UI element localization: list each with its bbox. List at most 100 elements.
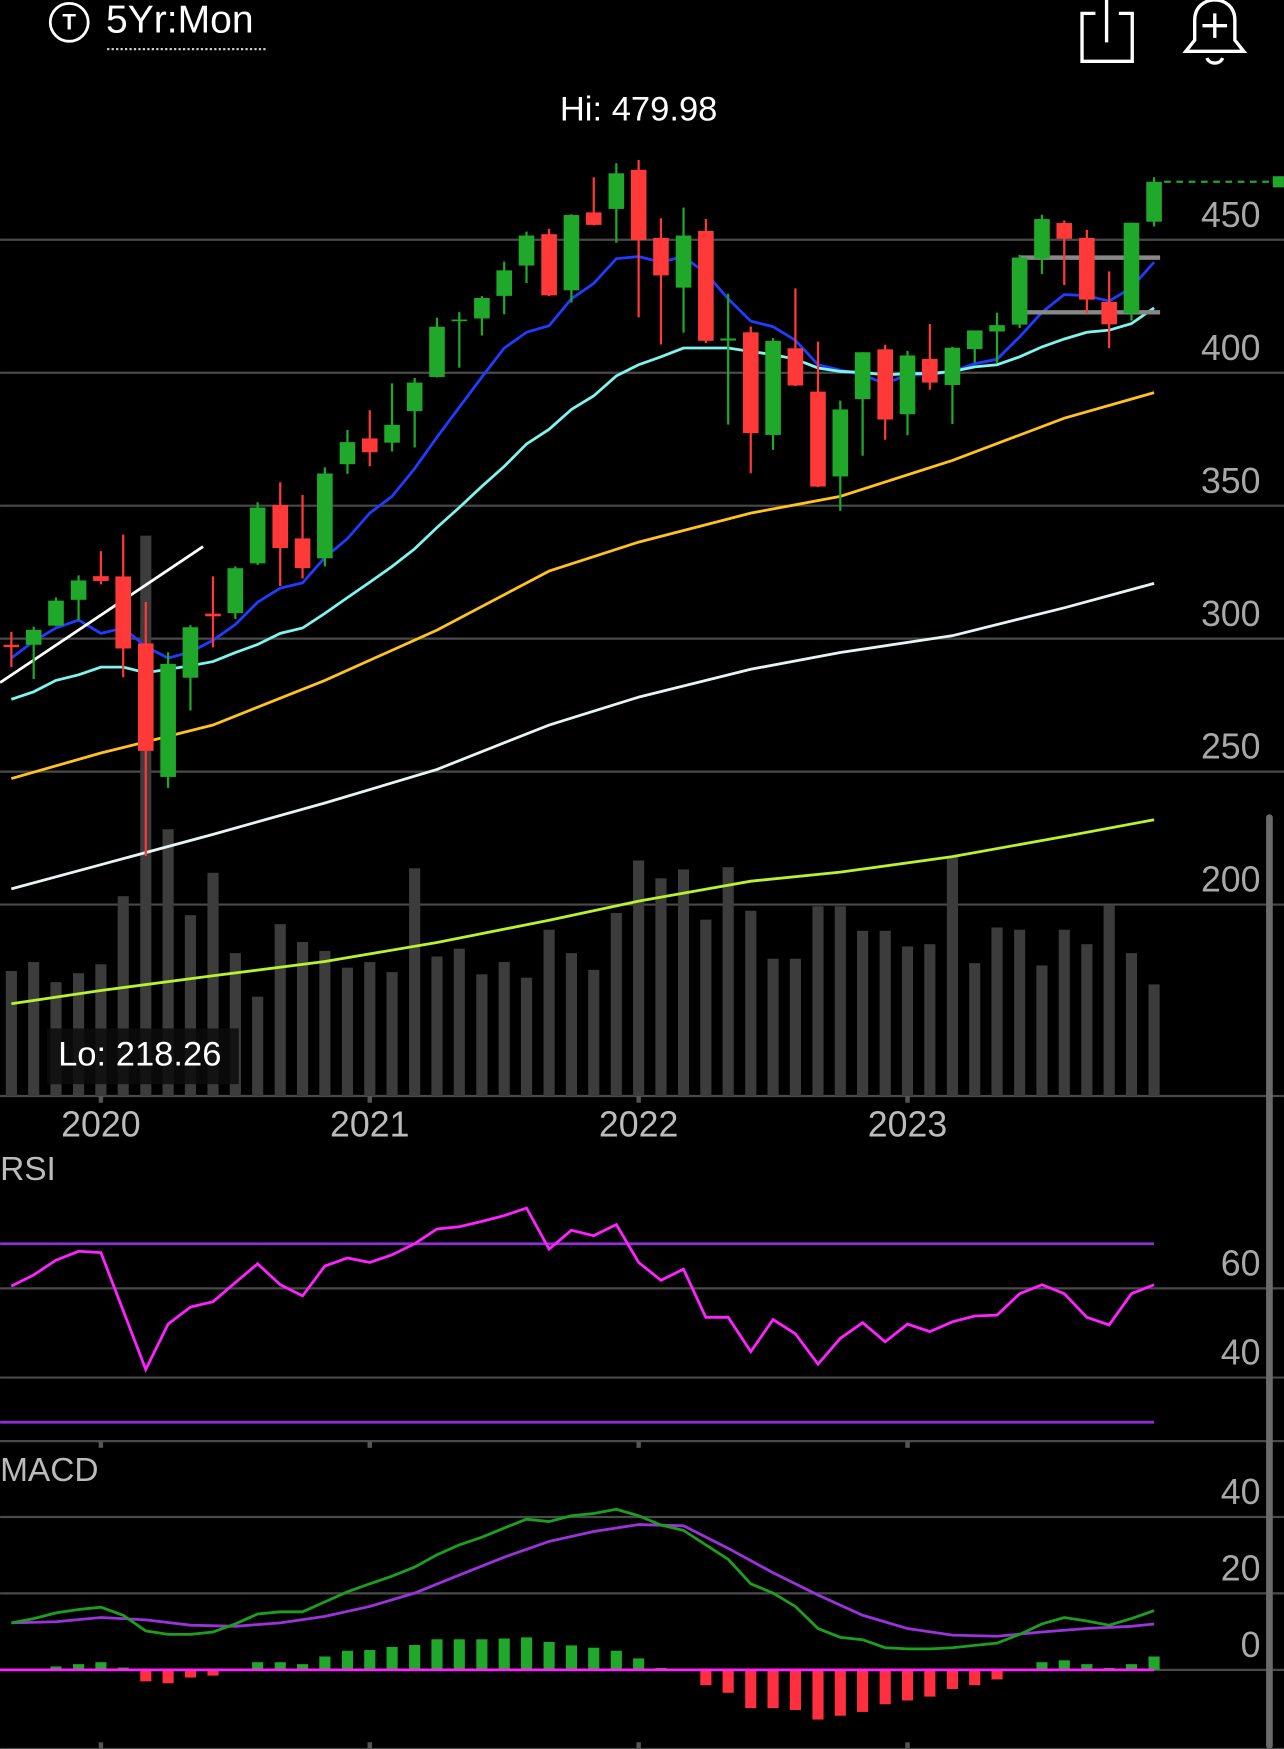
histogram-bar [543,1641,555,1670]
candle-body [272,504,289,548]
share-button[interactable] [1080,0,1134,64]
candle-body [1011,257,1028,325]
volume-bar [1125,953,1138,1097]
moving-average-line [10,391,1155,780]
histogram-bar [722,1669,734,1693]
scrollbar[interactable] [1266,814,1273,1749]
bell-plus [1202,13,1228,38]
volume-bar [812,906,824,1097]
volume-bar [991,927,1003,1097]
candle-body [653,237,669,276]
volume-bar [610,912,622,1097]
volume-bar [588,969,600,1097]
ticker-icon-letter: T [62,9,76,34]
header: T 5Yr:Mon [48,0,1248,65]
histogram-bar [184,1669,197,1678]
candle-body [70,580,87,600]
candle-body [899,355,916,415]
volume-bar [946,857,958,1097]
histogram-bar [364,1649,376,1670]
y-tick-label: 400 [1201,328,1261,368]
signal-line [11,1523,1155,1638]
histogram-bar [946,1669,958,1689]
histogram-bar [924,1669,936,1697]
alert-button[interactable] [1182,0,1248,65]
histogram-bar [745,1669,757,1709]
volume-bar [296,941,309,1097]
histogram-bar [565,1645,577,1670]
timeframe-selector[interactable]: 5Yr:Mon [106,0,254,42]
volume-bar [319,950,331,1097]
low-annotation-box [46,1028,239,1085]
candle-body [1146,181,1162,222]
candle-body [205,613,221,617]
histogram-bar [140,1669,152,1682]
candle-body [474,298,490,319]
histogram-bar [431,1639,443,1670]
candle-layer [3,160,1284,857]
candle-body [720,338,736,341]
candle-body [25,629,42,645]
histogram-bar [274,1662,286,1670]
histogram-bar [969,1669,981,1686]
panel-title: MACD [0,1452,98,1489]
y-tick-label: 300 [1201,594,1261,634]
y-tick-label: 250 [1201,727,1261,767]
candle-body [922,358,938,383]
histogram-bar [319,1656,331,1670]
volume-bar [364,962,376,1097]
candle-body [630,169,647,241]
candle-body [541,234,557,296]
candle-body [787,348,804,386]
candle-body [1079,237,1095,300]
histogram-bar [520,1637,533,1670]
histogram-bar [789,1669,801,1711]
histogram-bar [588,1647,600,1670]
volume-bar [162,829,174,1097]
volume-bar [1148,984,1160,1097]
histogram-bar [207,1669,219,1676]
volume-bar [879,930,891,1097]
histogram-bar [498,1638,510,1670]
macd-line [11,1507,1155,1651]
histogram-bar [700,1669,712,1686]
candle-body [966,330,983,350]
low-annotation: Lo: 218.26 [58,1035,221,1073]
histogram-bar [633,1658,645,1670]
histogram-bar [252,1662,264,1670]
y-tick-label: 40 [1221,1333,1261,1373]
candle-body [451,319,468,322]
volume-bar [476,974,488,1097]
indicator-line [10,1206,1155,1374]
y-tick-label: 20 [1221,1549,1261,1589]
candle-body [294,538,311,569]
moving-average-line [10,255,1156,660]
histogram-bar [1036,1662,1048,1670]
histogram-bar [857,1669,869,1712]
volume-bar [386,972,398,1097]
histogram-bar [296,1664,309,1670]
bell-clapper [1205,57,1225,65]
histogram-bar [453,1639,465,1670]
volume-bar [543,929,555,1097]
volume-bar [633,860,645,1097]
y-tick-label: 450 [1201,195,1261,235]
histogram-bar [834,1669,846,1716]
volume-bar [767,958,779,1097]
candle-body [115,576,132,649]
volume-bar [409,868,421,1097]
moving-average-line [10,582,1155,891]
candle-body [182,627,199,678]
candle-body [227,568,244,614]
volume-bar [789,958,801,1097]
candle-body [93,576,109,581]
ticker-icon[interactable] [48,1,90,43]
volume-bar [1103,905,1115,1097]
histogram-bar [476,1639,488,1670]
moving-average-line [10,306,1155,701]
histogram-bar [767,1669,779,1709]
volume-bar [834,906,846,1097]
y-tick-label: 0 [1241,1625,1261,1665]
volume-bar [184,915,197,1097]
